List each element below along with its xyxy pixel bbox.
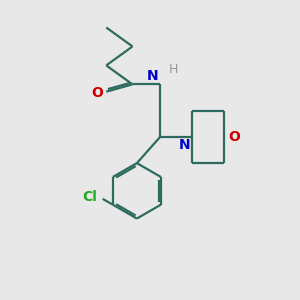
Text: N: N (147, 69, 159, 83)
Text: H: H (168, 63, 178, 76)
Text: O: O (91, 86, 103, 100)
Text: Cl: Cl (82, 190, 97, 203)
Text: O: O (228, 130, 240, 144)
Text: N: N (178, 138, 190, 152)
